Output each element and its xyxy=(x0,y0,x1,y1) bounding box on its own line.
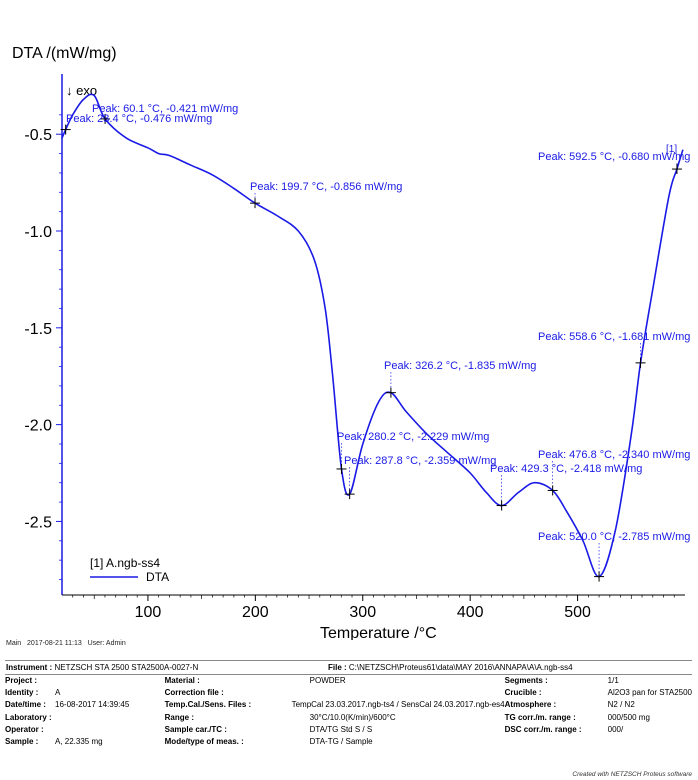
peak-label: Peak: 592.5 °C, -0.680 mW/mg xyxy=(538,151,690,163)
info-row xyxy=(505,736,692,748)
curve-tag: [1] xyxy=(666,144,677,155)
exo-direction-label: ↓ exo xyxy=(66,83,97,98)
y-tick-label: -0.5 xyxy=(24,127,52,144)
peak-label: Peak: 60.1 °C, -0.421 mW/mg xyxy=(92,103,238,115)
info-column-2: Material : POWDER Correction file : Temp.… xyxy=(165,675,505,748)
info-value: A xyxy=(55,688,61,698)
info-label: Sample : xyxy=(5,736,39,746)
peak-label: Peak: 476.8 °C, -2.340 mW/mg xyxy=(538,449,690,461)
x-tick-label: 200 xyxy=(242,604,269,621)
x-tick-label: 400 xyxy=(457,604,484,621)
info-row: Operator : xyxy=(5,724,165,736)
legend-series-name: DTA xyxy=(146,570,169,584)
legend: [1] A.ngb-ss4 DTA xyxy=(90,556,169,584)
dta-curve-group xyxy=(61,93,684,578)
info-row: TG corr./m. range : 000/500 mg xyxy=(505,712,692,724)
info-row: Sample car./TC : DTA/TG Std S / S xyxy=(165,724,505,736)
peak-label: Peak: 326.2 °C, -1.835 mW/mg xyxy=(384,360,536,372)
run-date: 2017-08-21 11:13 xyxy=(27,640,82,647)
info-value: DTA/TG Std S / S xyxy=(309,724,373,734)
x-tick-label: 500 xyxy=(564,604,591,621)
info-label: Sample car./TC : xyxy=(164,724,227,734)
measurement-info-table: Instrument : NETZSCH STA 2500 STA2500A-0… xyxy=(5,660,692,748)
info-label: Project : xyxy=(5,676,38,685)
info-label: Temp.Cal./Sens. Files : xyxy=(164,700,252,710)
info-label xyxy=(505,736,608,748)
y-tick-label: -1.5 xyxy=(24,321,52,338)
info-value: POWDER xyxy=(309,676,346,685)
y-tick-label: -2.5 xyxy=(24,514,52,531)
info-row: Material : POWDER xyxy=(165,675,505,687)
peak-label: Peak: 287.8 °C, -2.359 mW/mg xyxy=(344,455,496,467)
info-value: Al2O3 pan for STA2500 xyxy=(607,688,692,698)
info-label: Range : xyxy=(164,712,194,722)
info-value: 1/1 xyxy=(607,676,619,685)
info-value: 000/ xyxy=(607,724,624,734)
info-row: Identity : A xyxy=(5,687,165,699)
info-label: Segments : xyxy=(504,676,548,685)
software-credit: Created with NETZSCH Proteus software xyxy=(572,771,692,778)
x-axis-title: Temperature /°C xyxy=(320,625,437,640)
info-row: Sample : A, 22.335 mg xyxy=(5,736,165,748)
info-label: DSC corr./m. range : xyxy=(504,724,582,734)
info-value: DTA-TG / Sample xyxy=(309,736,373,746)
run-metadata: Main 2017-08-21 11:13 User: Admin xyxy=(6,640,126,647)
dta-chart: DTA /(mW/mg) ↓ exo -0.5 -1.0 -1.5 -2.0 -2.5 1… xyxy=(12,45,690,640)
info-value: N2 / N2 xyxy=(607,700,635,710)
y-tick-label: -1.0 xyxy=(24,224,52,241)
info-label: Date/time : xyxy=(5,700,46,710)
legend-title: [1] A.ngb-ss4 xyxy=(90,556,160,570)
x-tick-label: 100 xyxy=(135,604,162,621)
peak-label: Peak: 558.6 °C, -1.681 mW/mg xyxy=(538,331,690,343)
file-value: C:\NETZSCH\Proteus61\data\MAY 2016\ANNAP… xyxy=(348,663,573,672)
peak-label: Peak: 199.7 °C, -0.856 mW/mg xyxy=(250,181,402,193)
info-row: Atmosphere : N2 / N2 xyxy=(505,699,692,711)
info-value: A, 22.335 mg xyxy=(55,736,103,746)
info-value: 16-08-2017 14:39:45 xyxy=(55,700,130,710)
file-label: File : xyxy=(328,663,347,672)
info-column-3: Segments : 1/1 Crucible : Al2O3 pan for ST… xyxy=(505,675,692,748)
axes: -0.5 -1.0 -1.5 -2.0 -2.5 100 200 300 400 500 xyxy=(24,74,685,621)
info-label: Correction file : xyxy=(164,688,224,698)
info-column-1: Project : Identity : A Date/time : 16-08-2… xyxy=(5,675,165,748)
info-row: Correction file : xyxy=(165,687,505,699)
info-row: Range : 30°C/10.0(K/min)/600°C xyxy=(165,712,505,724)
info-label: Mode/type of meas. : xyxy=(164,736,244,746)
info-row: Project : xyxy=(5,675,165,687)
info-row: Date/time : 16-08-2017 14:39:45 xyxy=(5,699,165,711)
info-row: Temp.Cal./Sens. Files : TempCal 23.03.201… xyxy=(165,699,505,711)
peak-label: Peak: 429.3 °C, -2.418 mW/mg xyxy=(490,463,642,475)
info-label: Identity : xyxy=(5,688,39,698)
info-row: Mode/type of meas. : DTA-TG / Sample xyxy=(165,736,505,748)
info-header-row: Instrument : NETZSCH STA 2500 STA2500A-0… xyxy=(5,661,692,675)
y-tick-label: -2.0 xyxy=(24,418,52,435)
info-label: Operator : xyxy=(5,724,44,734)
info-label: Crucible : xyxy=(504,688,542,698)
info-value: TempCal 23.03.2017.ngb-ts4 / SensCal 24.… xyxy=(291,700,505,710)
info-label: Atmosphere : xyxy=(504,700,557,710)
peak-label: Peak: 280.2 °C, -2.229 mW/mg xyxy=(337,431,489,443)
run-user: User: Admin xyxy=(87,640,126,647)
dta-curve xyxy=(61,93,684,578)
main-label: Main xyxy=(6,640,22,647)
info-label: Material : xyxy=(164,676,200,685)
info-row: DSC corr./m. range : 000/ xyxy=(505,724,692,736)
info-label: Laboratory : xyxy=(5,712,52,722)
info-row: Crucible : Al2O3 pan for STA2500 xyxy=(505,687,692,699)
info-value: 000/500 mg xyxy=(607,712,650,722)
info-row: Segments : 1/1 xyxy=(505,675,692,687)
y-axis-title: DTA /(mW/mg) xyxy=(12,45,117,62)
info-label: TG corr./m. range : xyxy=(504,712,576,722)
info-row: Laboratory : xyxy=(5,712,165,724)
info-value: 30°C/10.0(K/min)/600°C xyxy=(309,712,396,722)
instrument-value: NETZSCH STA 2500 STA2500A-0027-N xyxy=(54,663,199,672)
x-tick-label: 300 xyxy=(349,604,376,621)
peak-label: Peak: 23.4 °C, -0.476 mW/mg xyxy=(66,113,212,125)
instrument-label: Instrument : xyxy=(6,663,53,672)
peak-label: Peak: 520.0 °C, -2.785 mW/mg xyxy=(538,531,690,543)
